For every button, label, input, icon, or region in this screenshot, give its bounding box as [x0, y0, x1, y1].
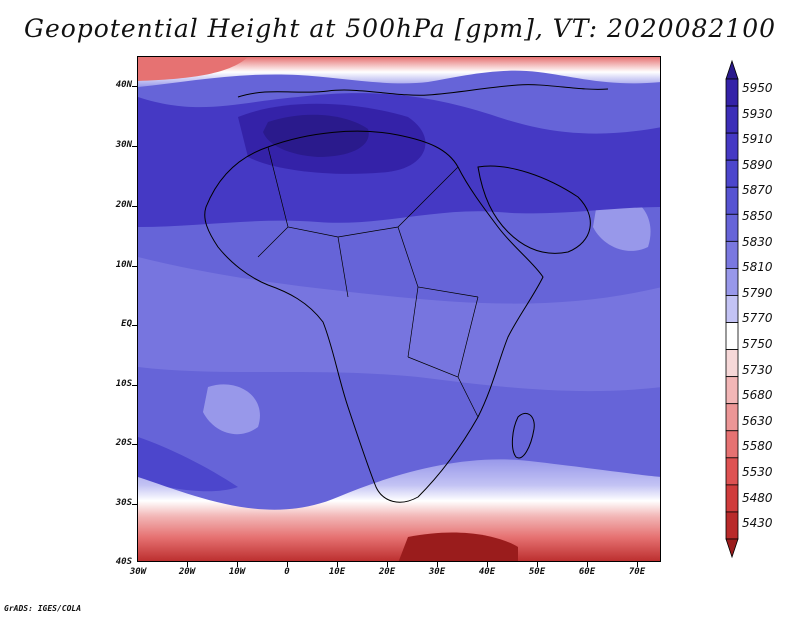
colorbar-cell: [725, 78, 739, 107]
lat-tick: [132, 206, 137, 207]
colorbar-cell: [725, 349, 739, 378]
field-north-low: [138, 57, 660, 87]
lon-label-50e: 50E: [528, 567, 546, 577]
colorbar-label: 5750: [742, 337, 773, 351]
lon-label-10w: 10W: [228, 567, 246, 577]
lat-label-40s: 40S: [115, 557, 132, 567]
lat-tick: [132, 444, 137, 445]
colorbar-cell: [725, 322, 739, 350]
colorbar-label: 5790: [742, 286, 773, 300]
map-title: Geopotential Height at 500hPa [gpm], VT:…: [23, 14, 777, 43]
lon-label-70e: 70E: [628, 567, 646, 577]
madagascar-outline: [511, 413, 535, 459]
colorbar-label: 5910: [742, 132, 773, 146]
colorbar-cell: [725, 213, 739, 242]
colorbar-label: 5770: [742, 311, 773, 325]
lon-tick: [187, 562, 188, 567]
field-sw-patch: [203, 384, 260, 435]
colorbar-cell: [725, 511, 739, 540]
arabia-outline: [477, 165, 591, 254]
europe-coast: [237, 84, 609, 98]
lon-label-30e: 30E: [428, 567, 446, 577]
lat-label-eq: EQ: [121, 319, 132, 329]
lon-label-40e: 40E: [478, 567, 496, 577]
lon-tick: [287, 562, 288, 567]
colorbar-cell: [725, 105, 739, 134]
colorbar-cell: [725, 403, 739, 432]
lat-tick: [132, 385, 137, 386]
colorbar-cell: [725, 295, 739, 323]
lat-label-20s: 20S: [115, 438, 132, 448]
lat-label-40n: 40N: [115, 80, 132, 90]
colorbar-label: 5870: [742, 183, 773, 197]
colorbar-cell: [725, 132, 739, 161]
field-tropical-band: [138, 257, 660, 392]
colorbar: [725, 59, 739, 559]
field-south-core: [398, 532, 518, 561]
lat-tick: [132, 325, 137, 326]
lon-label-20w: 20W: [178, 567, 196, 577]
lat-label-10n: 10N: [115, 260, 132, 270]
colorbar-label: 5630: [742, 414, 773, 428]
colorbar-bottom-arrow: [725, 538, 739, 559]
colorbar-cell: [725, 457, 739, 486]
colorbar-label: 5810: [742, 260, 773, 274]
colorbar-top-arrow: [725, 59, 739, 80]
colorbar-cell: [725, 159, 739, 188]
footer-credit: GrADS: IGES/COLA: [4, 604, 82, 613]
colorbar-label: 5680: [742, 388, 773, 402]
colorbar-cell: [725, 430, 739, 459]
lon-tick: [537, 562, 538, 567]
lon-tick: [637, 562, 638, 567]
colorbar-cell: [725, 376, 739, 405]
lon-label-60e: 60E: [578, 567, 596, 577]
country-borders: [257, 146, 479, 418]
colorbar-cell: [725, 484, 739, 513]
lat-tick: [132, 146, 137, 147]
colorbar-label: 5480: [742, 491, 773, 505]
lat-label-30n: 30N: [115, 140, 132, 150]
lat-tick: [132, 266, 137, 267]
map-plot-area: [137, 56, 661, 562]
colorbar-label: 5730: [742, 363, 773, 377]
colorbar-cell: [725, 186, 739, 215]
lon-label-0: 0: [284, 567, 290, 577]
lat-label-30s: 30S: [115, 498, 132, 508]
lat-tick: [132, 504, 137, 505]
lon-tick: [337, 562, 338, 567]
field-south-low: [138, 459, 660, 561]
colorbar-label: 5530: [742, 465, 773, 479]
lon-tick: [587, 562, 588, 567]
geopotential-field: [138, 57, 660, 561]
field-sw-dark: [138, 437, 238, 492]
lat-label-20n: 20N: [115, 200, 132, 210]
lon-label-30w: 30W: [129, 567, 147, 577]
colorbar-cell: [725, 268, 739, 296]
lon-label-20e: 20E: [378, 567, 396, 577]
lat-label-10s: 10S: [115, 379, 132, 389]
lon-tick: [437, 562, 438, 567]
colorbar-cell: [725, 240, 739, 269]
lat-tick: [132, 86, 137, 87]
lon-tick: [237, 562, 238, 567]
colorbar-label: 5430: [742, 516, 773, 530]
colorbar-label: 5930: [742, 107, 773, 121]
colorbar-label: 5950: [742, 81, 773, 95]
africa-outline: [204, 130, 544, 503]
lon-label-10e: 10E: [328, 567, 346, 577]
lon-tick: [487, 562, 488, 567]
colorbar-label: 5850: [742, 209, 773, 223]
lon-tick: [387, 562, 388, 567]
colorbar-label: 5890: [742, 158, 773, 172]
field-north-low-left: [138, 57, 248, 81]
colorbar-label: 5830: [742, 235, 773, 249]
colorbar-label: 5580: [742, 439, 773, 453]
field-north-core-inner: [263, 114, 369, 157]
